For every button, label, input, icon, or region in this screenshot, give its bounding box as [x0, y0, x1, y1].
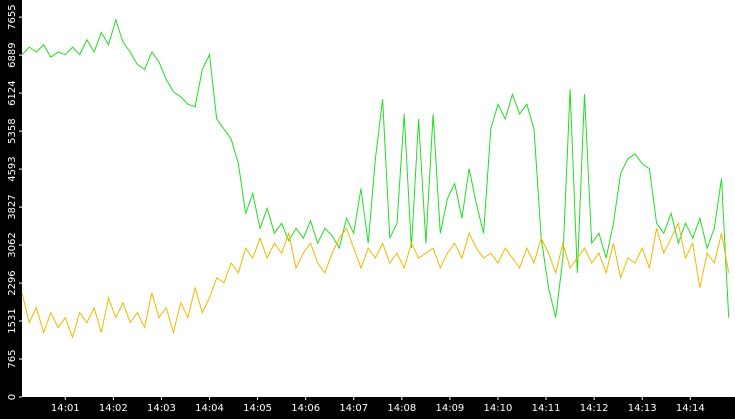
- x-tick-label: 14:12: [580, 403, 609, 414]
- x-tick-label: 14:04: [195, 403, 224, 414]
- y-tick-label: 5358: [7, 118, 18, 143]
- x-tick-label: 14:05: [243, 403, 272, 414]
- x-tick-label: 14:01: [51, 403, 80, 414]
- x-tick-label: 14:14: [676, 403, 705, 414]
- x-tick-label: 14:03: [147, 403, 176, 414]
- x-tick-label: 14:10: [484, 403, 513, 414]
- x-tick-label: 14:02: [99, 403, 128, 414]
- y-tick-label: 0: [7, 394, 18, 400]
- x-tick-label: 14:11: [532, 403, 561, 414]
- y-tick-label: 7655: [7, 4, 18, 29]
- x-tick-label: 14:07: [339, 403, 368, 414]
- x-tick-label: 14:06: [291, 403, 320, 414]
- y-tick-label: 6889: [7, 42, 18, 67]
- y-tick-label: 1531: [7, 308, 18, 333]
- y-tick-label: 3827: [7, 194, 18, 219]
- plot-area: [22, 0, 735, 397]
- y-tick-label: 6124: [7, 80, 18, 105]
- y-tick-label: 765: [7, 349, 18, 368]
- x-tick-label: 14:08: [387, 403, 416, 414]
- y-tick-label: 2296: [7, 270, 18, 295]
- y-tick-label: 4593: [7, 156, 18, 181]
- y-tick-label: 3062: [7, 232, 18, 257]
- line-series: [21, 221, 730, 340]
- x-tick-label: 14:13: [628, 403, 657, 414]
- x-tick-label: 14:09: [435, 403, 464, 414]
- line-series: [21, 18, 730, 318]
